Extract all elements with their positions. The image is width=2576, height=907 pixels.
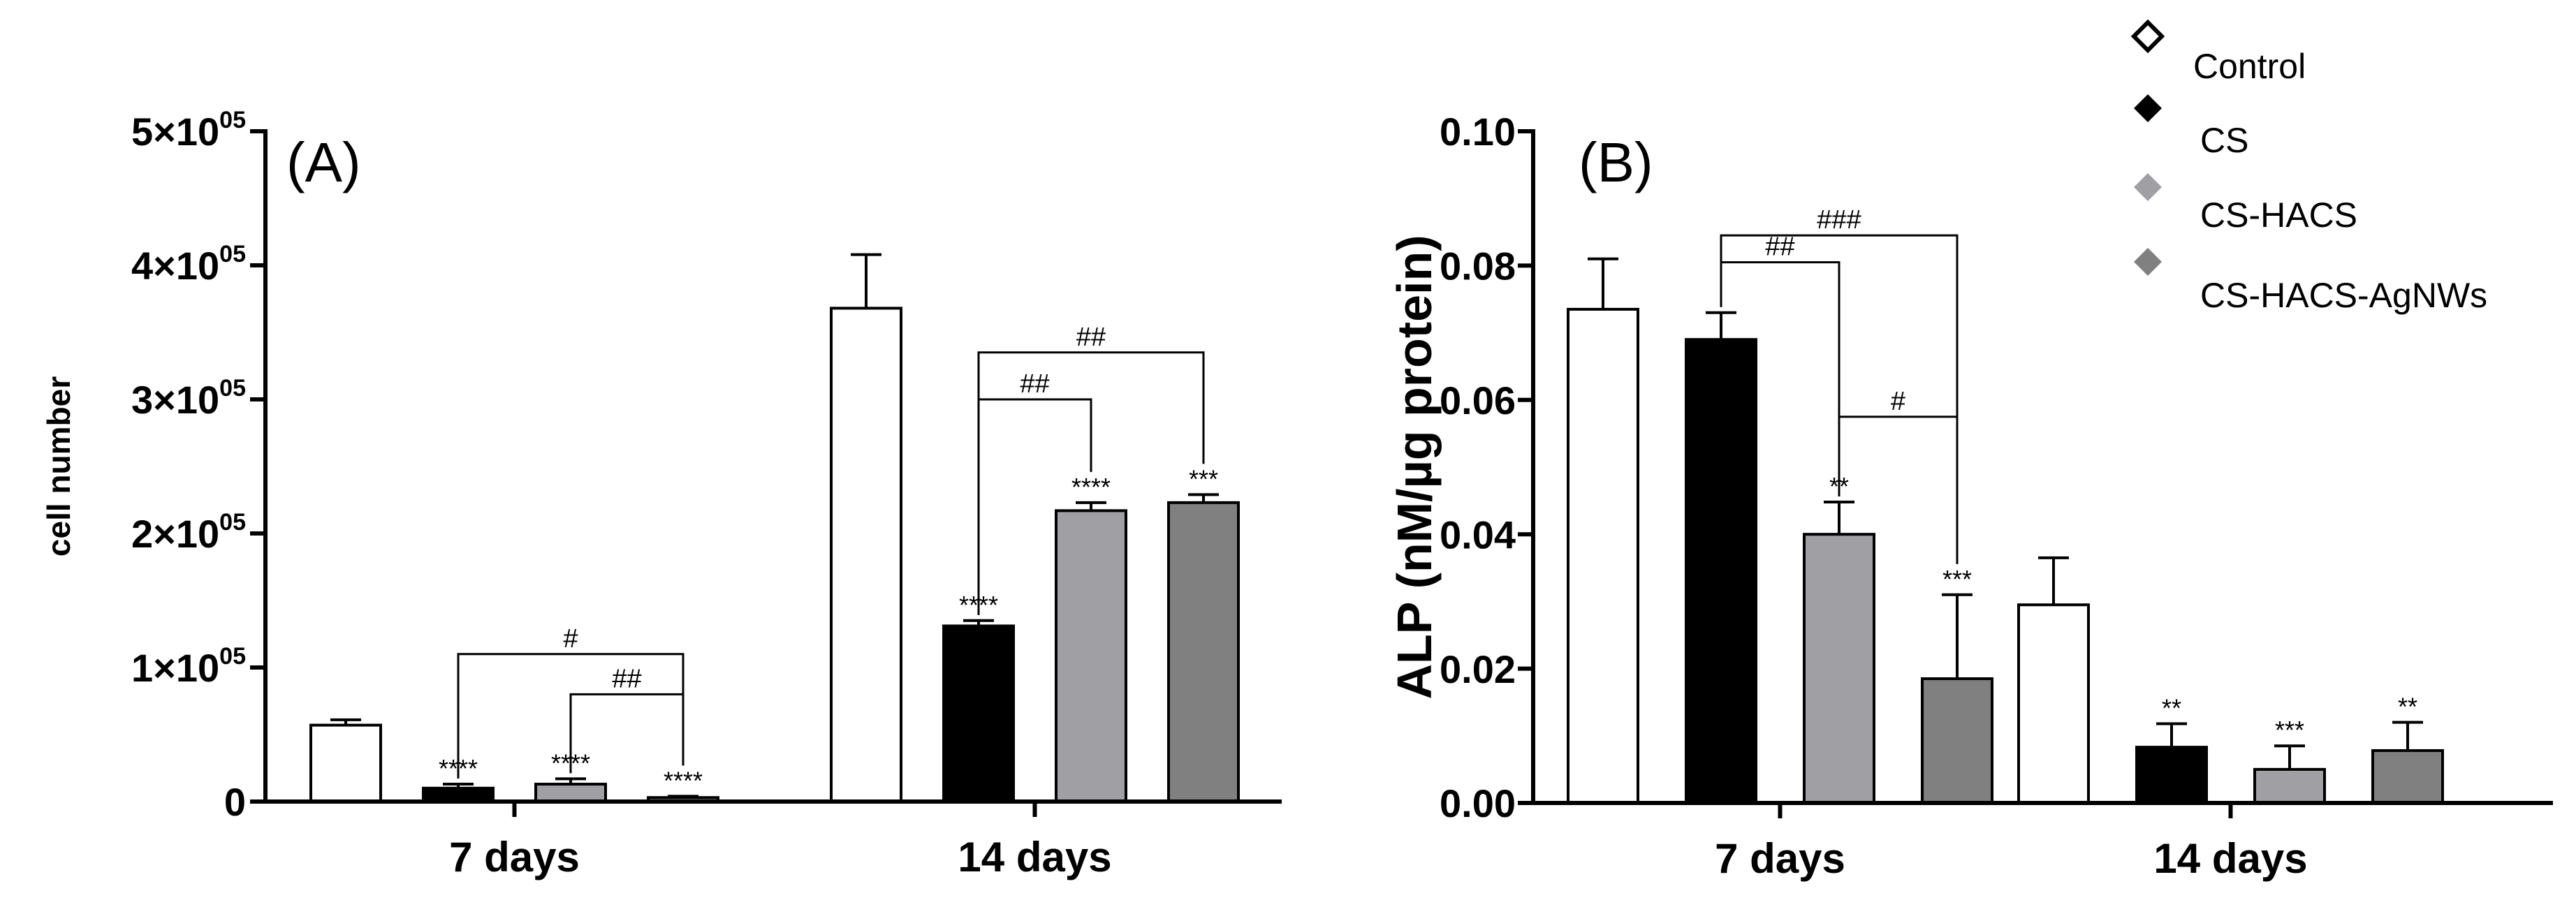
- y-tick-label: 0.04: [1440, 513, 1516, 556]
- y-tick-label: 4×1005: [131, 241, 246, 288]
- bar-cs-hacs-agnws-14-days: [2371, 749, 2444, 804]
- panel-label: (B): [1579, 131, 1653, 193]
- comparison-label: ##: [612, 664, 641, 693]
- comparison-bracket: [1720, 234, 1959, 564]
- y-tick-label: 5×1005: [131, 107, 246, 154]
- diamond-open-icon: [2130, 19, 2165, 54]
- bar-control-7-days: [1567, 307, 1639, 804]
- significance-stars: ***: [2275, 716, 2304, 744]
- bar-cs-hacs-7-days: [534, 783, 607, 804]
- legend-label: CS-HACS: [2200, 196, 2357, 235]
- y-tick-label: 0.00: [1440, 781, 1516, 825]
- bar-control-14-days: [830, 307, 902, 803]
- y-tick-label: 3×1005: [131, 375, 246, 422]
- bar-cs-hacs-7-days: [1803, 533, 1875, 804]
- bar-cs-hacs-agnws-7-days: [1921, 677, 1993, 805]
- significance-stars: **: [2398, 693, 2417, 721]
- comparison-bracket: [977, 351, 1205, 615]
- legend-label: Control: [2193, 47, 2306, 86]
- significance-stars: ***: [1942, 565, 1972, 593]
- diamond-lightgray-icon: [2134, 173, 2162, 201]
- significance-stars: **: [2162, 693, 2181, 722]
- comparison-label: #: [563, 624, 578, 654]
- x-tick-label: 7 days: [1715, 835, 1845, 882]
- significance-stars: ***: [1189, 464, 1218, 493]
- comparison-label: ##: [1765, 233, 1794, 262]
- x-tick-label: 7 days: [449, 834, 580, 880]
- significance-stars: ****: [1071, 473, 1111, 501]
- bar-control-7-days: [309, 723, 382, 804]
- comparison-bracket: [569, 693, 685, 774]
- bar-control-14-days: [2017, 603, 2090, 805]
- comparison-label: ##: [1076, 323, 1106, 352]
- legend-label: CS-HACS-AgNWs: [2200, 276, 2487, 315]
- y-tick-label: 0: [224, 780, 246, 824]
- significance-stars: ****: [664, 766, 703, 795]
- bar-cs-14-days: [942, 624, 1015, 803]
- bar-cs-hacs-agnws-14-days: [1167, 501, 1240, 804]
- bar-cs-hacs-14-days: [1055, 509, 1127, 803]
- y-tick-label: 0.10: [1440, 110, 1516, 154]
- legend: Control CS CS-HACS CS-HACS-AgNWs: [2130, 19, 2487, 315]
- x-tick-label: 14 days: [2153, 835, 2307, 882]
- panel-a-chart: 0 1×1005 2×1005 3×1005 4×1005 5×1005 cell numb…: [41, 107, 1282, 880]
- bar-cs-14-days: [2135, 746, 2208, 805]
- y-tick-label: 0.02: [1440, 647, 1516, 691]
- comparison-label: #: [1891, 387, 1905, 416]
- y-tick-label: 1×1005: [131, 643, 246, 690]
- x-tick-label: 14 days: [958, 834, 1111, 880]
- y-tick-label: 2×1005: [131, 509, 246, 556]
- legend-label: CS: [2200, 121, 2248, 160]
- y-tick-label: 0.08: [1440, 244, 1516, 288]
- diamond-black-icon: [2134, 94, 2162, 122]
- bar-cs-7-days: [1685, 338, 1757, 805]
- comparison-label: ###: [1817, 205, 1861, 235]
- comparison-label: ##: [1020, 369, 1049, 399]
- bar-cs-hacs-14-days: [2253, 767, 2326, 805]
- panel-b-chart: 0.00 0.02 0.04 0.06 0.08 0.10 ALP (nM/µg prote…: [1387, 110, 2553, 882]
- y-axis-label: cell number: [41, 376, 77, 556]
- y-tick-label: 0.06: [1440, 378, 1516, 422]
- y-axis-label: ALP (nM/µg protein): [1387, 235, 1442, 699]
- panel-label: (A): [286, 131, 361, 193]
- diamond-gray-icon: [2134, 248, 2162, 276]
- comparison-bracket: [1838, 415, 1959, 564]
